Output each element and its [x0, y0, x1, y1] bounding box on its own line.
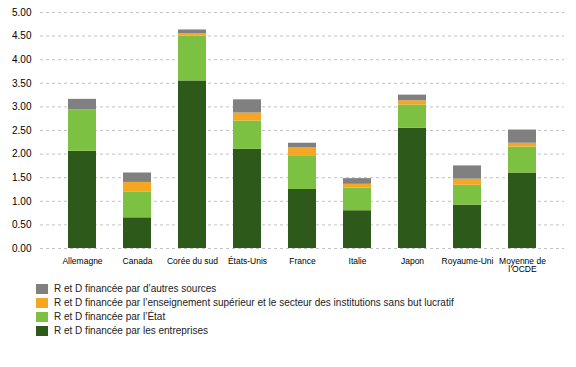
svg-text:2.50: 2.50: [12, 125, 32, 136]
html-text:R et D financée par l’enseigne: R et D financée par l’enseignement supér…: [54, 297, 454, 308]
svg-text:Corée du sud: Corée du sud: [167, 256, 218, 266]
svg-text:Canada: Canada: [123, 256, 153, 266]
svg-text:États-Unis: États-Unis: [228, 256, 267, 266]
svg-text:France: France: [289, 256, 316, 266]
svg-text:Italie: Italie: [349, 256, 367, 266]
svg-text:2.00: 2.00: [12, 148, 32, 159]
svg-text:0.00: 0.00: [12, 243, 32, 254]
svg-text:4.00: 4.00: [12, 54, 32, 65]
svg-text:Japon: Japon: [401, 256, 424, 266]
svg-text:3.00: 3.00: [12, 101, 32, 112]
html-text:R et D financée par les entrep: R et D financée par les entreprises: [54, 325, 208, 336]
svg-text:0.50: 0.50: [12, 219, 32, 230]
svg-text:Royaume-Uni: Royaume-Uni: [442, 256, 494, 266]
svg-text:5.00: 5.00: [12, 7, 32, 18]
svg-text:4.50: 4.50: [12, 30, 32, 41]
html-text:R et D financée par l’État: R et D financée par l’État: [54, 311, 166, 322]
svg-text:3.50: 3.50: [12, 78, 32, 89]
html-text:R et D financée par d’autres s: R et D financée par d’autres sources: [54, 283, 217, 294]
svg-text:Moyenne del’OCDE: Moyenne del’OCDE: [499, 256, 546, 275]
svg-text:Allemagne: Allemagne: [62, 256, 102, 266]
svg-text:1.50: 1.50: [12, 172, 32, 183]
svg-text:1.00: 1.00: [12, 196, 32, 207]
